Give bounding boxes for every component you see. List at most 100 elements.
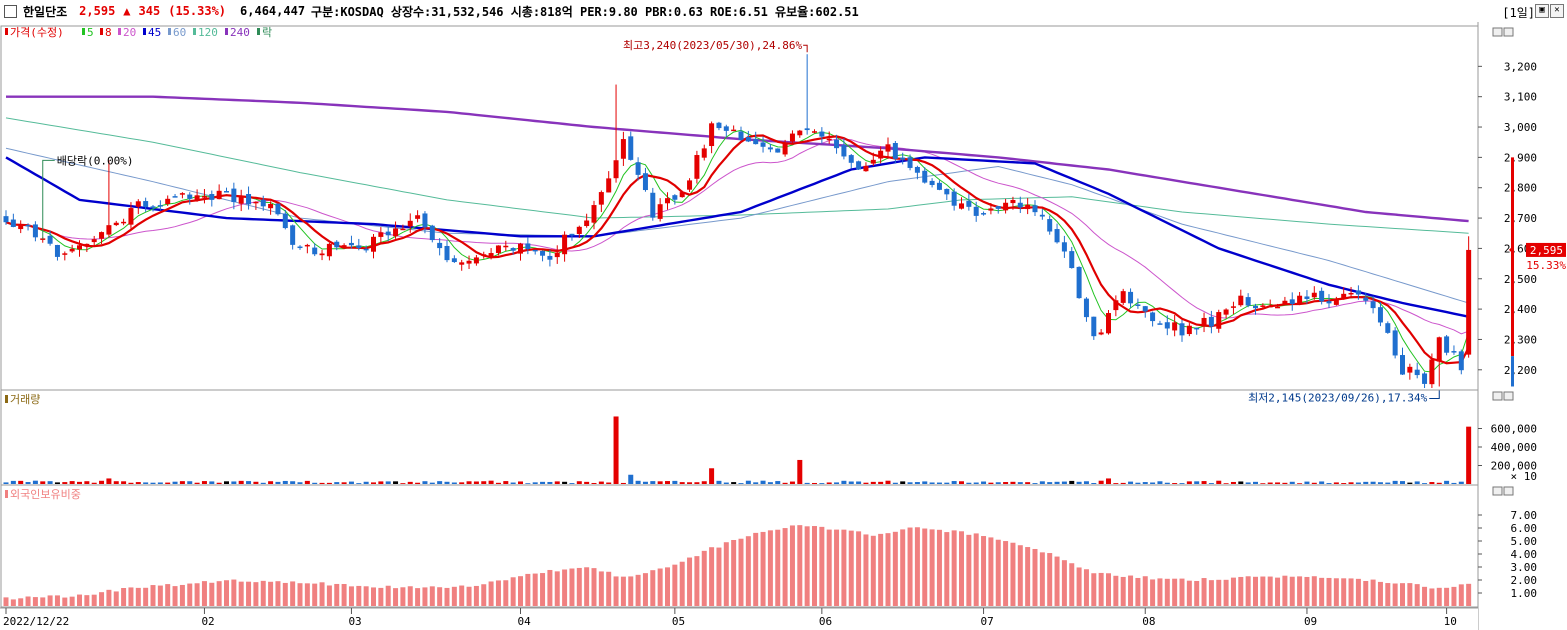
volume-bar [1304, 481, 1310, 484]
candle [231, 182, 237, 210]
volume-bar [900, 481, 906, 484]
volume-bar [216, 482, 222, 484]
candle [1076, 266, 1082, 299]
candle [914, 165, 920, 180]
volume-bar [540, 481, 546, 484]
candle [1201, 312, 1207, 333]
candle [745, 130, 751, 143]
candle-body [121, 221, 127, 224]
candle [731, 125, 737, 132]
select-checkbox[interactable] [4, 4, 17, 18]
foreign-bar [1458, 584, 1464, 606]
foreign-bar [914, 527, 920, 606]
volume-bar [929, 482, 935, 484]
foreign-bar [540, 573, 546, 606]
candle [1032, 200, 1038, 217]
volume-bar [1363, 481, 1369, 484]
candle [1120, 288, 1126, 305]
foreign-bar [789, 525, 795, 606]
period-selector[interactable]: [1일] [1502, 6, 1535, 20]
foreign-bar [1150, 579, 1156, 606]
candle-body [1392, 330, 1398, 356]
volume-bar [510, 482, 516, 484]
date-tick-label: 2022/12/22 [3, 615, 69, 628]
volume-bar [1385, 482, 1391, 484]
candle-body [1267, 305, 1273, 308]
candle-body [106, 225, 112, 235]
candle-body [1216, 312, 1222, 329]
volume-bar [812, 482, 817, 484]
candle [1333, 296, 1339, 306]
candle-body [1113, 300, 1119, 311]
close-icon[interactable]: ✕ [1550, 4, 1564, 18]
candle-body [268, 203, 274, 209]
candle-body [1106, 313, 1111, 334]
foreign-bar [290, 581, 296, 606]
candle-body [341, 245, 347, 249]
candle [863, 162, 869, 172]
volume-bar [290, 481, 296, 484]
foreign-bar [481, 584, 487, 606]
panel-close-icon [1503, 27, 1514, 37]
foreign-bar [532, 573, 538, 606]
candle-body [348, 242, 354, 246]
volume-bar [694, 482, 700, 484]
foreign-bar [1216, 579, 1222, 606]
candle-body [804, 128, 810, 131]
candle-body [635, 162, 641, 175]
candle [716, 121, 722, 131]
volume-bar [863, 482, 869, 484]
volume-bar [892, 482, 898, 484]
foreign-bar [18, 598, 24, 606]
foreign-bar [562, 569, 568, 606]
candle-body [69, 248, 75, 252]
candle [959, 197, 964, 210]
volume-bar [606, 482, 612, 484]
candle [1341, 287, 1347, 300]
foreign-bar [620, 576, 626, 606]
candle-body [1039, 214, 1045, 217]
candle-body [782, 142, 788, 155]
foreign-bar [253, 582, 259, 606]
volume-bar [393, 481, 399, 484]
volume-bar [1003, 482, 1009, 484]
volume-bar [194, 482, 200, 484]
foreign-bar [863, 534, 869, 606]
date-tick-label: 03 [348, 615, 361, 628]
foreign-bar [576, 567, 582, 606]
volume-bar [885, 480, 891, 484]
candle-body [569, 233, 575, 236]
candle-body [1289, 299, 1295, 304]
date-tick-label: 10 [1444, 615, 1457, 628]
restore-icon[interactable]: ▣ [1535, 4, 1549, 18]
price-tick-label: 2,500 [1504, 273, 1537, 286]
candle-body [1201, 317, 1207, 327]
candle [209, 190, 215, 207]
candle [1311, 286, 1317, 300]
candle-body [701, 148, 707, 158]
candle [304, 243, 310, 254]
foreign-bar [554, 571, 560, 606]
candle [356, 238, 362, 251]
foreign-bar [826, 529, 832, 606]
candle [77, 240, 82, 257]
candle-body [694, 155, 700, 179]
candle-body [1003, 202, 1009, 211]
candle [32, 221, 38, 242]
candle [767, 143, 773, 153]
candle-body [1091, 316, 1097, 337]
candle [1245, 293, 1251, 308]
legend-swatch [100, 28, 103, 35]
candle [1061, 235, 1067, 258]
foreign-tick-label: 5.00 [1511, 535, 1538, 548]
foreign-bar [91, 594, 97, 606]
candle [620, 131, 626, 166]
candle [642, 167, 648, 192]
foreign-bar [1392, 583, 1398, 606]
volume-bar [1429, 482, 1435, 484]
volume-bar [1172, 483, 1178, 484]
dividend-marker [42, 159, 55, 240]
foreign-bar [1054, 556, 1060, 606]
volume-bar [1422, 483, 1428, 484]
panel-close-icon [1503, 486, 1514, 496]
